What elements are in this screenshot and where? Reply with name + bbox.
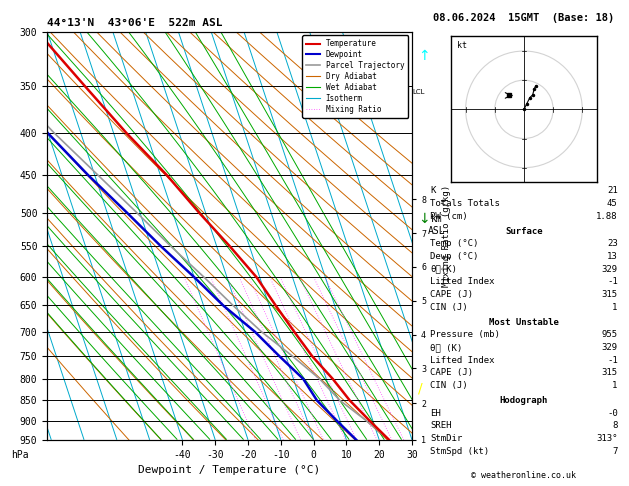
Text: 23: 23 (607, 240, 618, 248)
Text: Lifted Index: Lifted Index (430, 278, 495, 286)
Text: θᴄ(K): θᴄ(K) (430, 265, 457, 274)
Text: 08.06.2024  15GMT  (Base: 18): 08.06.2024 15GMT (Base: 18) (433, 13, 615, 23)
Y-axis label: km
ASL: km ASL (428, 214, 446, 236)
X-axis label: Dewpoint / Temperature (°C): Dewpoint / Temperature (°C) (138, 465, 321, 475)
Text: ↓: ↓ (418, 212, 430, 226)
Text: Temp (°C): Temp (°C) (430, 240, 479, 248)
Text: CAPE (J): CAPE (J) (430, 368, 473, 377)
Text: 45: 45 (607, 199, 618, 208)
Text: Dewp (°C): Dewp (°C) (430, 252, 479, 261)
Text: 3: 3 (299, 440, 303, 445)
Text: EH: EH (430, 409, 441, 417)
Text: Lifted Index: Lifted Index (430, 356, 495, 364)
Text: Surface: Surface (505, 227, 543, 236)
Text: 7: 7 (612, 447, 618, 455)
Text: Hodograph: Hodograph (500, 396, 548, 405)
Text: 1.88: 1.88 (596, 212, 618, 221)
Text: 8: 8 (612, 421, 618, 430)
Text: 2: 2 (282, 440, 285, 445)
Text: 329: 329 (601, 265, 618, 274)
Text: kt: kt (457, 41, 467, 50)
Text: hPa: hPa (11, 450, 29, 460)
Text: 955: 955 (601, 330, 618, 339)
Text: PW (cm): PW (cm) (430, 212, 468, 221)
Text: /: / (418, 382, 423, 396)
Text: -1: -1 (607, 356, 618, 364)
Text: StmSpd (kt): StmSpd (kt) (430, 447, 489, 455)
Text: CIN (J): CIN (J) (430, 381, 468, 390)
Text: -0: -0 (607, 409, 618, 417)
Text: 315: 315 (601, 368, 618, 377)
Text: CIN (J): CIN (J) (430, 303, 468, 312)
Text: θᴄ (K): θᴄ (K) (430, 343, 462, 352)
Text: 1: 1 (612, 381, 618, 390)
Text: Mixing Ratio (g/kg): Mixing Ratio (g/kg) (442, 185, 451, 287)
Text: 329: 329 (601, 343, 618, 352)
Text: 1: 1 (253, 440, 257, 445)
Text: Most Unstable: Most Unstable (489, 318, 559, 327)
Text: 44°13'N  43°06'E  522m ASL: 44°13'N 43°06'E 522m ASL (47, 18, 223, 28)
Text: SREH: SREH (430, 421, 452, 430)
Text: Totals Totals: Totals Totals (430, 199, 500, 208)
Text: 21: 21 (607, 187, 618, 195)
Text: LCL: LCL (413, 89, 425, 95)
Text: 1: 1 (612, 303, 618, 312)
Text: 313°: 313° (596, 434, 618, 443)
Text: 315: 315 (601, 290, 618, 299)
Text: 13: 13 (607, 252, 618, 261)
Legend: Temperature, Dewpoint, Parcel Trajectory, Dry Adiabat, Wet Adiabat, Isotherm, Mi: Temperature, Dewpoint, Parcel Trajectory… (302, 35, 408, 118)
Text: K: K (430, 187, 436, 195)
Text: Pressure (mb): Pressure (mb) (430, 330, 500, 339)
Text: ↑: ↑ (418, 49, 430, 63)
Text: © weatheronline.co.uk: © weatheronline.co.uk (472, 471, 576, 480)
Text: StmDir: StmDir (430, 434, 462, 443)
Text: CAPE (J): CAPE (J) (430, 290, 473, 299)
Text: -1: -1 (607, 278, 618, 286)
